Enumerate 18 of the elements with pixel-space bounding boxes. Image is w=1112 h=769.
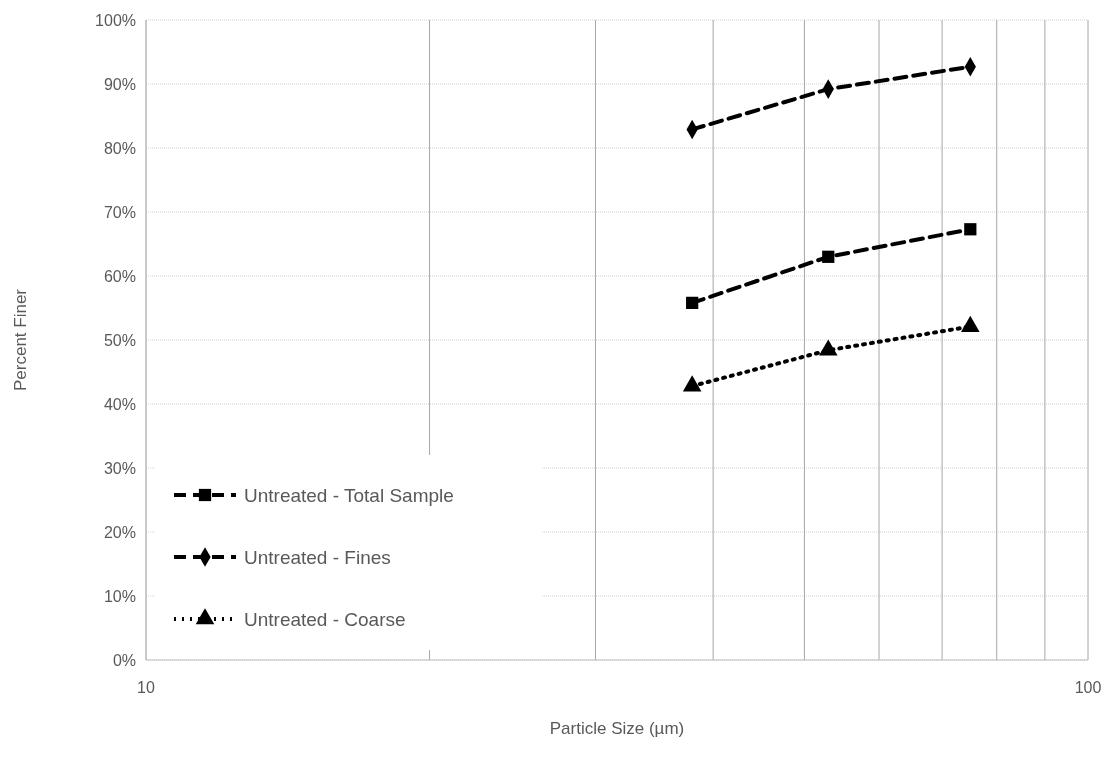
x-axis-title: Particle Size (µm) — [549, 719, 685, 738]
y-tick-label: 10% — [103, 587, 136, 605]
x-tick-label: 10 — [137, 679, 155, 696]
y-tick-label: 70% — [103, 203, 136, 221]
x-tick-label: 100 — [1074, 679, 1102, 696]
y-tick-label: 100% — [95, 11, 136, 29]
legend-label: Untreated - Coarse — [244, 608, 406, 630]
y-tick-label: 90% — [103, 75, 136, 93]
y-axis-title: Percent Finer — [11, 288, 30, 392]
legend-label: Untreated - Fines — [244, 546, 391, 568]
y-tick-label: 40% — [103, 395, 136, 413]
y-tick-label: 20% — [103, 523, 136, 541]
y-tick-label: 0% — [112, 651, 136, 669]
legend-label: Untreated - Total Sample — [244, 484, 454, 506]
y-tick-label: 80% — [103, 139, 136, 157]
y-tick-label: 50% — [103, 331, 136, 349]
y-tick-label: 60% — [103, 267, 136, 285]
y-tick-label: 30% — [103, 459, 136, 477]
